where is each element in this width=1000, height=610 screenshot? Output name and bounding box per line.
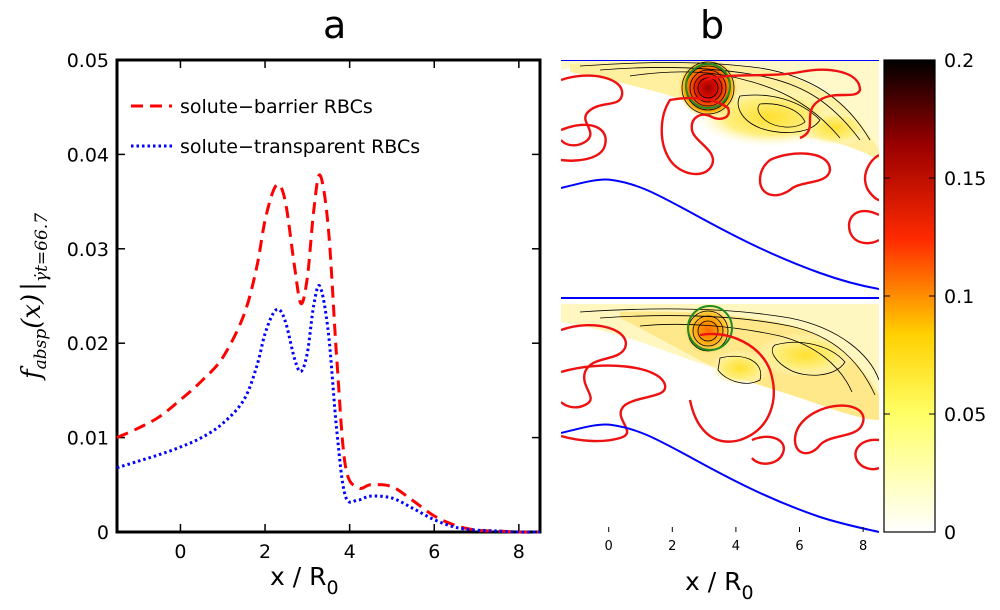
panel-b-xtick-label: 0 xyxy=(605,539,613,554)
panel-a-xlabel: x / R0 xyxy=(270,562,339,599)
colorbar-tick-label: 0.15 xyxy=(944,168,986,190)
legend-label-barrier: solute−barrier RBCs xyxy=(180,96,373,118)
panel-b-xtick-label: 2 xyxy=(668,539,676,554)
ylabel-subscript-time: γ̇t=66.7 xyxy=(32,213,52,282)
rbc-outlines-bottom xyxy=(561,323,879,471)
panel-b-xtick-label: 6 xyxy=(795,539,803,554)
contour-lines xyxy=(579,308,879,396)
panel-a-xlabel-sub: 0 xyxy=(326,577,338,599)
panel-a-ylabel: fabsp(x)|γ̇t=66.7 xyxy=(17,213,52,381)
colorbar-tick-label: 0.1 xyxy=(944,286,974,308)
panel-b-bottom-subplot xyxy=(561,304,879,533)
panel-a-xtick-label: 8 xyxy=(513,541,525,563)
ylabel-x: (x) xyxy=(17,294,47,329)
panel-a-label: a xyxy=(323,3,346,47)
panel-a-xtick-label: 2 xyxy=(259,541,271,563)
series-line-transparent xyxy=(116,284,541,534)
panel-a-ytick-label: 0.02 xyxy=(67,333,109,355)
ylabel-bar: | xyxy=(17,282,47,291)
panel-a-xtick-label: 0 xyxy=(174,541,186,563)
contour-lines xyxy=(579,61,871,141)
concentration-blob-far-right xyxy=(800,110,870,146)
colorbar xyxy=(883,59,936,533)
wall-bottom-curve xyxy=(561,423,879,533)
concentration-region-outer xyxy=(561,60,879,150)
panel-a-plot: 0 2 4 6 8 0 0.01 0.02 0.03 0.04 0.05 solute−barrie… xyxy=(67,50,542,563)
panel-b-top-subplot xyxy=(561,60,879,290)
panel-b-xlabel-main: x / R xyxy=(685,567,741,596)
panel-a-ytick-label: 0.04 xyxy=(67,144,109,166)
colorbar-tick-label: 0 xyxy=(944,522,956,544)
panel-b-label: b xyxy=(700,3,724,47)
rbc-outlines-top xyxy=(561,68,879,245)
colorbar-tick-label: 0.05 xyxy=(944,404,986,426)
ylabel-subscript-absp: absp xyxy=(31,329,51,370)
panel-a-ytick-label: 0 xyxy=(97,522,109,544)
panel-a-ytick-label: 0.03 xyxy=(67,239,109,261)
panel-a-xtick-label: 6 xyxy=(428,541,440,563)
colorbar-tick-label: 0.2 xyxy=(944,50,974,72)
particle-outline xyxy=(685,63,731,109)
panel-b-xtick-label: 4 xyxy=(732,539,740,554)
panel-a-xlabel-main: x / R xyxy=(270,562,326,591)
series-line-barrier xyxy=(116,173,541,534)
particle-outline xyxy=(687,305,733,351)
panel-a-ytick-label: 0.01 xyxy=(67,428,109,450)
legend-label-transparent: solute−transparent RBCs xyxy=(180,136,420,158)
panel-b-xtick-label: 8 xyxy=(859,539,867,554)
panel-a-xtick-label: 4 xyxy=(344,541,356,563)
panel-a-axes-box xyxy=(115,58,542,534)
panel-a-ytick-label: 0.05 xyxy=(67,50,109,72)
panel-b-xlabel-sub: 0 xyxy=(741,582,753,604)
svg-text:fabsp(x)|γ̇t=66.7: fabsp(x)|γ̇t=66.7 xyxy=(17,213,52,381)
panel-b-xlabel: x / R0 xyxy=(685,567,754,604)
wall-bottom-curve xyxy=(561,178,879,290)
